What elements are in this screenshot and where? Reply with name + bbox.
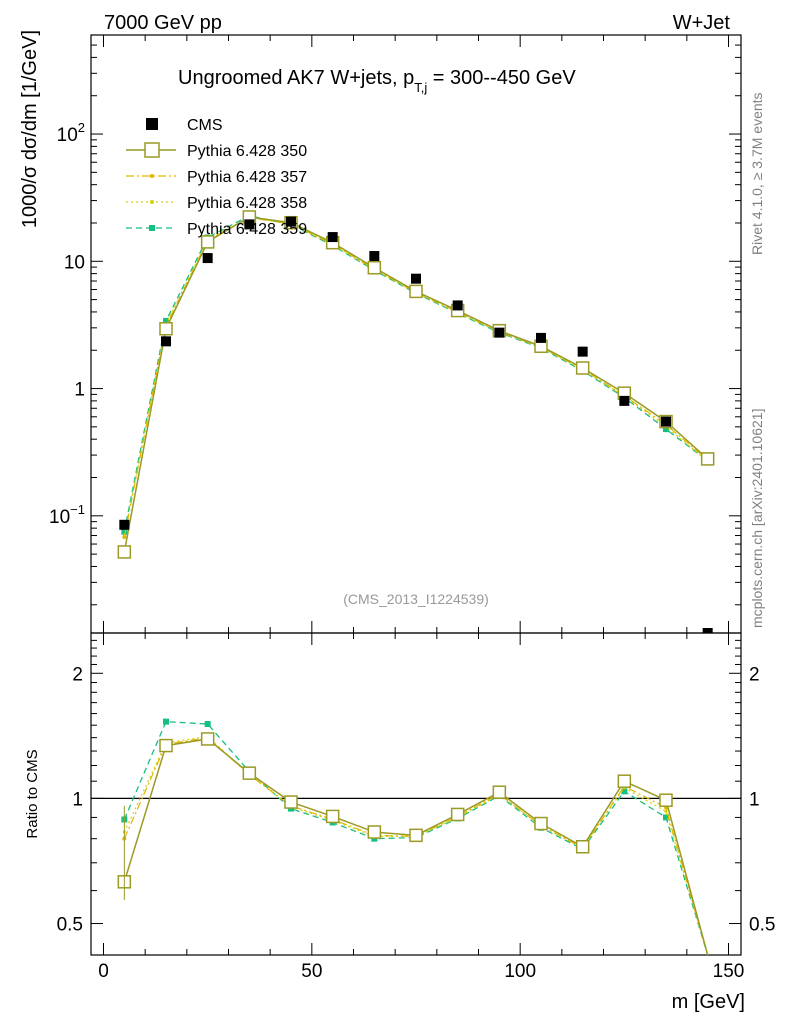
main-y-tick-label-exp: −1 (70, 502, 85, 517)
cms-data-point (619, 395, 630, 406)
legend-marker (144, 142, 160, 158)
main-350-point (409, 284, 423, 299)
main-y-tick-label: 10 (64, 252, 85, 273)
side-label-bottom: mcplots.cern.ch [arXiv:2401.10621] (749, 409, 765, 628)
legend-marker (150, 174, 154, 178)
legend-marker (150, 200, 154, 204)
header-right: W+Jet (673, 12, 731, 34)
main-350-point (159, 322, 173, 336)
ratio-350-point (409, 828, 423, 843)
main-357-line (123, 217, 709, 538)
cms-data-point (161, 336, 171, 347)
ratio-350-point (325, 809, 340, 824)
main-359-line (123, 215, 709, 532)
ratio-350-point (242, 766, 257, 780)
main-350-point (367, 260, 382, 275)
cms-data-point (327, 232, 338, 243)
cms-data-point (661, 416, 671, 427)
ratio-359-point (204, 721, 211, 728)
main-350-point (117, 545, 132, 559)
cms-data-point (411, 273, 421, 284)
cms-data-point (577, 346, 588, 357)
ratio-y-tick-label-right: 0.5 (749, 915, 775, 936)
cms-data-point (244, 219, 255, 230)
plot-title: Ungroomed AK7 W+jets, pT,j = 300--450 Ge… (178, 67, 576, 95)
ratio-y-tick-label: 2 (72, 664, 83, 685)
ratio-350-point (492, 785, 507, 799)
main-y-tick-label-base: 10 (57, 125, 78, 146)
ratio-y-tick-label: 0.5 (57, 915, 83, 936)
cms-data-point (119, 519, 130, 530)
x-tick-label: 50 (301, 961, 322, 982)
cms-data-point (536, 332, 546, 343)
legend-marker-cms (146, 118, 158, 130)
ratio-350-point (617, 774, 632, 788)
plot-title-rest: = 300--450 GeV (427, 67, 576, 89)
main-359-point (121, 528, 128, 535)
legend-label-cms: CMS (187, 117, 223, 134)
ratio-y-tick-label-right: 1 (749, 789, 760, 810)
ratio-359-point (163, 718, 169, 725)
side-label-top: Rivet 4.1.0, ≥ 3.7M events (749, 92, 765, 255)
ratio-350-line (123, 738, 709, 956)
x-tick-label: 150 (713, 961, 745, 982)
main-358-line (123, 216, 709, 536)
ratio-350-point (575, 840, 590, 854)
ratio-350-point (450, 807, 465, 822)
ratio-357-line (123, 737, 709, 956)
x-tick-label: 0 (98, 961, 109, 982)
plot-title-sub: T,j (414, 80, 427, 95)
main-y-tick-label: 102 (57, 120, 85, 146)
ratio-y-tick-label-right: 2 (749, 664, 760, 685)
legend-label: Pythia 6.428 357 (187, 169, 307, 186)
ratio-350-point (159, 738, 173, 753)
main-y-tick-label-exp: 2 (78, 120, 85, 135)
main-350-point (200, 235, 215, 249)
main-359-point (163, 317, 169, 324)
ratio-350-point (200, 732, 215, 746)
cms-data-point (494, 327, 505, 338)
legend-label: Pythia 6.428 350 (187, 143, 307, 160)
ratio-359-point (663, 814, 669, 821)
cms-data-point (452, 300, 463, 311)
main-y-tick-label: 1 (74, 380, 85, 401)
plot-title-main: Ungroomed AK7 W+jets, p (178, 67, 414, 89)
ratio-350-point (284, 795, 298, 809)
main-y-tick-label: 10−1 (49, 502, 85, 528)
main-350-point (575, 361, 590, 375)
main-y-tick-label-base: 10 (49, 507, 70, 528)
ratio-359-point (621, 788, 628, 795)
cms-data-point (202, 253, 213, 264)
ratio-350-point (367, 825, 382, 839)
x-axis-label: m [GeV] (672, 991, 745, 1013)
analysis-id: (CMS_2013_I1224539) (343, 591, 489, 607)
main-y-axis-label: 1000/σ dσ/dm [1/GeV] (19, 30, 41, 228)
ratio-350-point (534, 816, 548, 831)
main-359-point (663, 426, 669, 433)
main-350-point (700, 452, 715, 466)
header-left: 7000 GeV pp (104, 12, 222, 34)
ratio-350-point (659, 793, 673, 807)
ratio-y-tick-label: 1 (72, 789, 83, 810)
legend-label: Pythia 6.428 359 (187, 221, 307, 238)
cms-data-point (369, 251, 380, 262)
ratio-plot-frame (90, 632, 742, 956)
ratio-358-line (123, 735, 709, 956)
cms-data-point (702, 628, 713, 633)
main-357-point (122, 535, 127, 540)
legend-marker (149, 225, 155, 231)
x-tick-label: 100 (504, 961, 536, 982)
cms-data-point (286, 216, 296, 227)
legend-label: Pythia 6.428 358 (187, 195, 307, 212)
ratio-y-axis-label: Ratio to CMS (24, 749, 41, 838)
main-350-line (123, 216, 709, 553)
